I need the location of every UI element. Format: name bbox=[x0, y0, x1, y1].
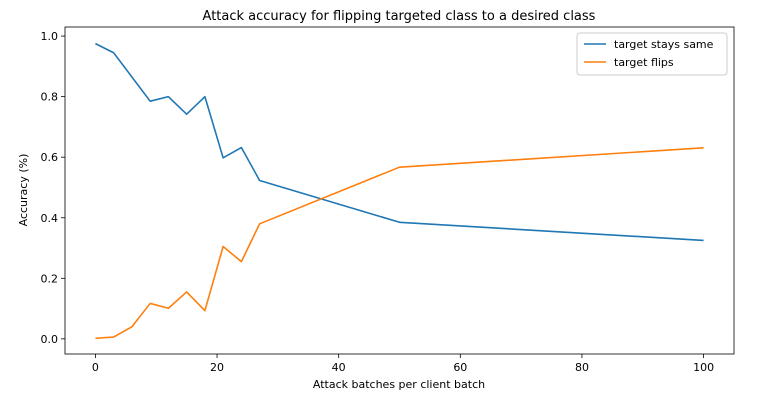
y-tick-label: 0.2 bbox=[41, 272, 59, 285]
legend-label-target-stays-same: target stays same bbox=[614, 38, 714, 51]
legend-label-target-flips: target flips bbox=[614, 56, 674, 69]
chart-title: Attack accuracy for flipping targeted cl… bbox=[203, 9, 596, 24]
x-axis: 0 20 40 60 80 100 bbox=[92, 354, 714, 374]
y-tick-label: 1.0 bbox=[41, 30, 59, 43]
x-tick-label: 100 bbox=[693, 361, 714, 374]
x-tick-label: 20 bbox=[210, 361, 224, 374]
plot-area-frame bbox=[64, 26, 735, 355]
x-tick-label: 40 bbox=[332, 361, 346, 374]
legend-box bbox=[576, 32, 728, 76]
legend: target stays same target flips bbox=[576, 32, 728, 76]
y-axis: 0.0 0.2 0.4 0.6 0.8 1.0 bbox=[41, 30, 65, 346]
y-tick-label: 0.6 bbox=[41, 151, 59, 164]
x-tick-label: 80 bbox=[575, 361, 589, 374]
x-tick-label: 60 bbox=[453, 361, 467, 374]
series-line-target-stays-same bbox=[95, 42, 704, 242]
series-line-target-flips bbox=[95, 147, 704, 340]
y-tick-label: 0.8 bbox=[41, 91, 59, 104]
series-layer bbox=[95, 42, 704, 340]
x-axis-label: Attack batches per client batch bbox=[313, 378, 485, 391]
y-tick-label: 0.4 bbox=[41, 212, 59, 225]
y-axis-label: Accuracy (%) bbox=[17, 154, 30, 227]
y-tick-label: 0.0 bbox=[41, 333, 59, 346]
x-tick-label: 0 bbox=[92, 361, 99, 374]
